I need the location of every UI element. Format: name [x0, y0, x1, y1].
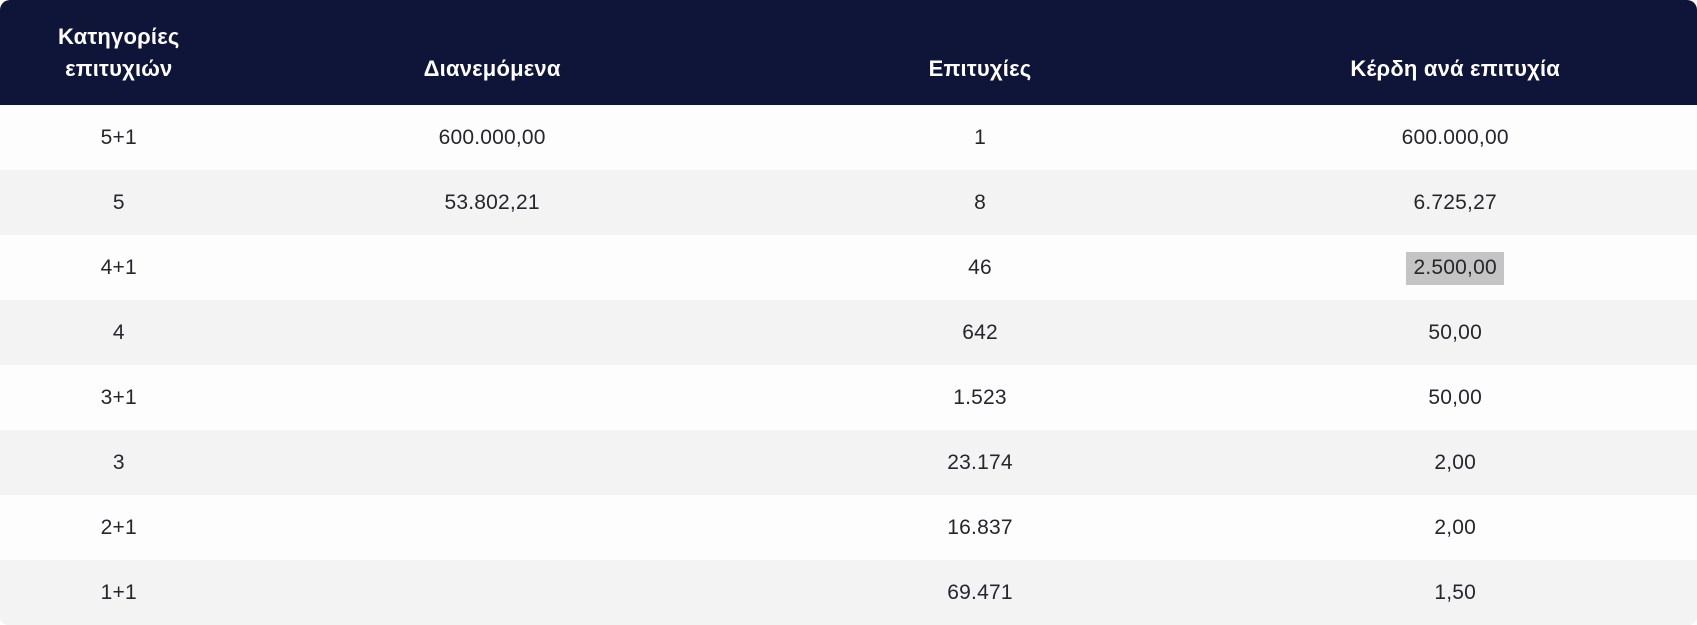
table-row: 3+1 1.523 50,00 — [0, 365, 1697, 430]
category-cell: 1+1 — [100, 580, 137, 604]
column-header-distributed-label: Διανεμόμενα — [423, 56, 561, 82]
column-header-distributed: Διανεμόμενα — [237, 0, 747, 105]
distributed-cell — [238, 495, 747, 560]
winners-cell: 8 — [974, 190, 986, 214]
category-cell: 4+1 — [100, 255, 137, 279]
table-row: 4 642 50,00 — [0, 300, 1697, 365]
distributed-cell — [238, 300, 747, 365]
table-row: 3 23.174 2,00 — [0, 430, 1697, 495]
winners-cell: 1.523 — [953, 385, 1007, 409]
prize-cell: 600.000,00 — [1401, 125, 1509, 149]
column-header-winners-label: Επιτυχίες — [928, 56, 1032, 82]
table-body: 5+1 600.000,00 1 600.000,00 5 53.802,21 … — [0, 105, 1697, 625]
category-cell: 3+1 — [100, 385, 137, 409]
column-header-prize-label: Κέρδη ανά επιτυχία — [1350, 56, 1560, 82]
table-row: 1+1 69.471 1,50 — [0, 560, 1697, 625]
prize-cell: 1,50 — [1434, 580, 1477, 604]
winners-cell: 16.837 — [947, 515, 1013, 539]
prize-cell: 2.500,00 — [1213, 235, 1697, 300]
prize-cell: 6.725,27 — [1413, 190, 1497, 214]
table-row: 5 53.802,21 8 6.725,27 — [0, 170, 1697, 235]
distributed-cell — [238, 365, 747, 430]
category-cell: 5+1 — [100, 125, 137, 149]
winners-cell: 69.471 — [947, 580, 1013, 604]
table-row: 4+1 46 2.500,00 — [0, 235, 1697, 300]
prize-cell: 50,00 — [1428, 320, 1482, 344]
category-cell: 2+1 — [100, 515, 137, 539]
column-header-categories-label: Κατηγορίες επιτυχιών — [58, 24, 180, 82]
winners-cell: 23.174 — [947, 450, 1013, 474]
category-cell: 4 — [112, 320, 125, 344]
table-row: 2+1 16.837 2,00 — [0, 495, 1697, 560]
distributed-cell: 600.000,00 — [438, 125, 546, 149]
column-header-prize: Κέρδη ανά επιτυχία — [1213, 0, 1697, 105]
prize-cell: 50,00 — [1428, 385, 1482, 409]
column-header-categories: Κατηγορίες επιτυχιών — [0, 0, 238, 105]
distributed-cell: 53.802,21 — [444, 190, 540, 214]
category-cell: 5 — [112, 190, 125, 214]
winners-cell: 1 — [974, 125, 986, 149]
prize-cell: 2,00 — [1434, 450, 1477, 474]
table-header-row: Κατηγορίες επιτυχιών Διανεμόμενα Επιτυχί… — [0, 0, 1697, 105]
column-header-winners: Επιτυχίες — [746, 0, 1214, 105]
distributed-cell — [238, 430, 747, 495]
distributed-cell — [238, 560, 747, 625]
distributed-cell — [238, 235, 747, 300]
winners-cell: 642 — [962, 320, 998, 344]
table-header: Κατηγορίες επιτυχιών Διανεμόμενα Επιτυχί… — [0, 0, 1697, 105]
table-row: 5+1 600.000,00 1 600.000,00 — [0, 105, 1697, 170]
prize-cell: 2,00 — [1434, 515, 1477, 539]
category-cell: 3 — [112, 450, 125, 474]
winners-cell: 46 — [968, 255, 992, 279]
